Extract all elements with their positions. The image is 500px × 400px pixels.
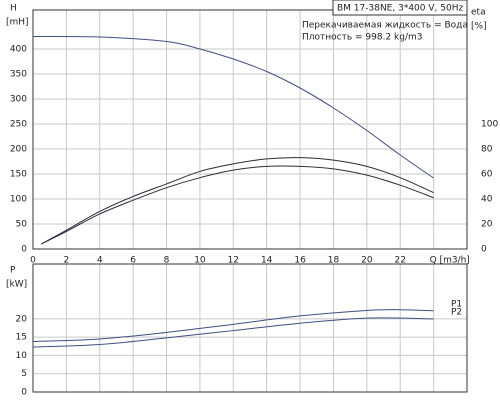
x-tick-label: 18: [328, 256, 340, 266]
y-tick-label: 150: [10, 170, 27, 180]
y-axis-label: P: [10, 266, 16, 276]
y-tick-label: 400: [10, 45, 27, 55]
x-tick-label: 20: [361, 256, 373, 266]
x-tick-label: 6: [130, 256, 136, 266]
y-tick-label: 0: [21, 245, 27, 255]
y-axis-label: [mH]: [6, 18, 29, 28]
x-tick-label: 16: [294, 256, 306, 266]
y-tick-label: 300: [10, 95, 27, 105]
y-axis-label: H: [10, 4, 17, 14]
y2-axis-label: [%]: [471, 22, 487, 32]
plot-frame: [32, 9, 468, 250]
series-line: [41, 165, 434, 245]
y-tick-label: 15: [16, 333, 27, 343]
x-tick-label: 22: [395, 256, 406, 266]
y2-tick-label: 0: [481, 245, 487, 255]
y2-tick-label: 80: [481, 144, 493, 154]
series-line: [32, 35, 434, 179]
series-line: [41, 157, 434, 245]
x-tick-label: Q [m3/h]: [430, 256, 470, 266]
series-line: [32, 317, 434, 348]
y-tick-label: 10: [16, 351, 28, 361]
plot-frame: [32, 263, 468, 393]
annotation: Перекачиваемая жидкость = Вода: [302, 21, 468, 31]
y2-tick-label: 100: [481, 119, 498, 129]
y-tick-label: 350: [10, 70, 27, 80]
y2-tick-label: 60: [481, 169, 493, 179]
series-label: P2: [451, 307, 462, 317]
y-tick-label: 200: [10, 145, 27, 155]
annotation-box: [332, 0, 468, 16]
y2-tick-label: 20: [481, 219, 493, 229]
y2-tick-label: 40: [481, 194, 493, 204]
annotation: Плотность = 998.2 kg/m3: [302, 33, 423, 43]
x-tick-label: 2: [64, 256, 70, 266]
x-tick-label: 4: [97, 256, 103, 266]
y-tick-label: 20: [16, 314, 28, 324]
x-tick-label: 0: [30, 256, 36, 266]
y-tick-label: 50: [16, 220, 28, 230]
y-axis-label: [kW]: [6, 280, 27, 290]
annotation: BM 17-38NE, 3*400 V, 50Hz: [337, 4, 463, 14]
x-tick-label: 8: [164, 256, 170, 266]
series-line: [32, 309, 434, 343]
y2-axis-label: eta: [471, 8, 486, 18]
y-tick-label: 0: [21, 388, 27, 398]
y-tick-label: 100: [10, 195, 27, 205]
series-label: P1: [451, 299, 462, 309]
x-tick-label: 10: [194, 256, 206, 266]
y-tick-label: 250: [10, 120, 27, 130]
y-tick-label: 5: [21, 369, 27, 379]
x-tick-label: 14: [261, 256, 273, 266]
x-tick-label: 12: [228, 256, 239, 266]
